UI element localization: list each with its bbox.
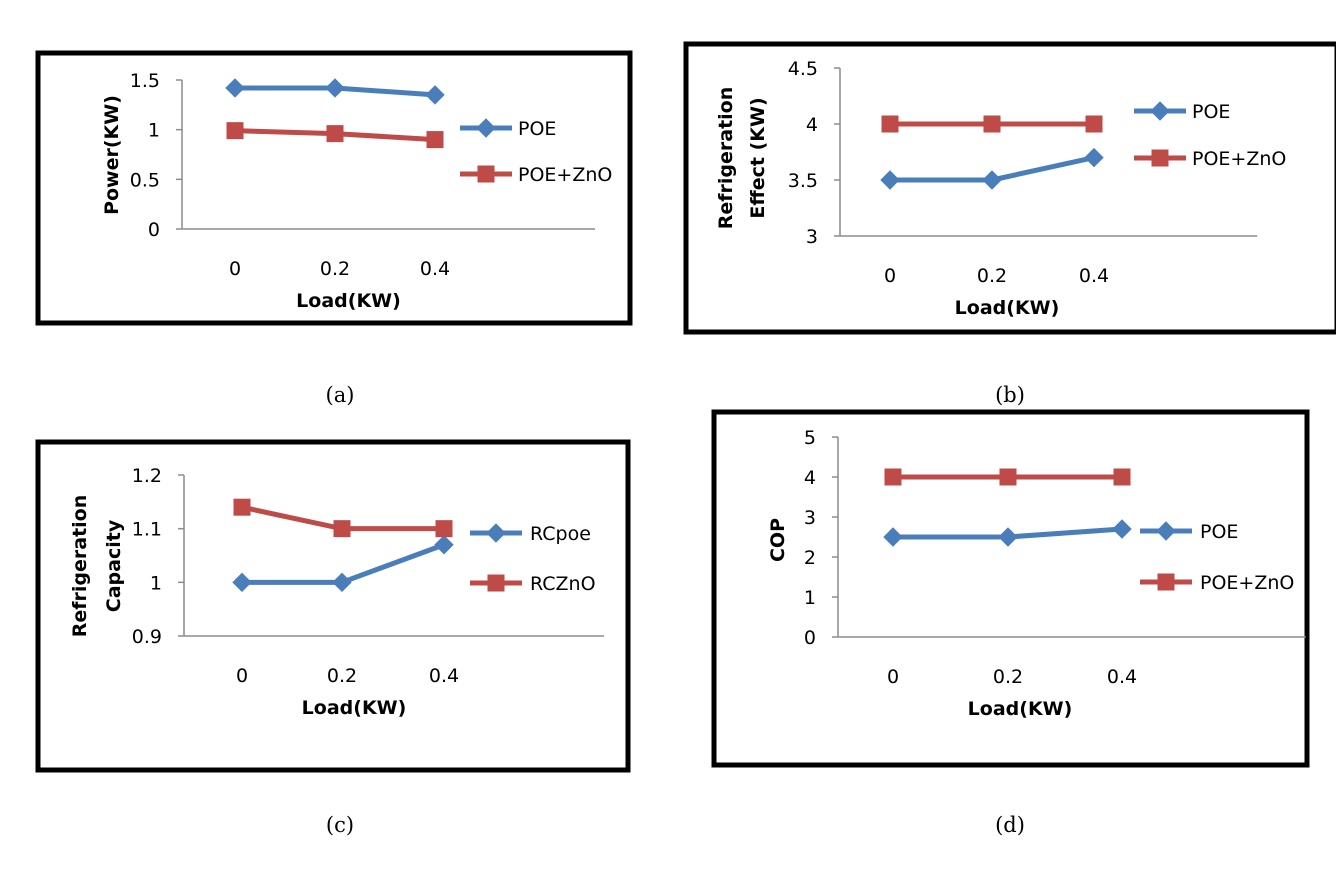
y-tick-label: 4.5 [788,58,818,80]
data-point [1112,519,1132,539]
panel-caption: (d) [995,813,1025,837]
y-tick-label: 0.5 [130,169,160,191]
legend-label: POE+ZnO [1200,572,1294,594]
legend-marker [486,523,506,543]
data-point [225,78,245,98]
data-point [884,468,902,486]
x-axis-title: Load(KW) [296,290,401,312]
data-point [326,125,344,143]
x-axis-title: Load(KW) [955,297,1060,319]
y-tick-label: 2 [804,547,816,569]
legend-marker [1150,101,1170,121]
legend-label: RCZnO [530,573,596,595]
x-tick-label: 0.2 [320,258,350,280]
x-tick-label: 0.2 [977,265,1007,287]
x-tick-label: 0.4 [429,665,459,687]
y-axis-title-line: Capacity [103,519,125,612]
data-point [425,85,445,105]
data-point [1084,147,1104,168]
x-tick-label: 0.2 [327,665,357,687]
legend-label: POE [1192,101,1230,123]
y-tick-label: 3 [804,507,816,529]
y-tick-label: 1.5 [130,70,160,92]
y-tick-label: 1.2 [132,465,162,487]
y-tick-label: 4 [806,114,818,136]
panel-border [35,439,631,773]
x-tick-label: 0 [236,665,248,687]
data-point [983,115,1001,133]
x-axis-title: Load(KW) [302,697,407,719]
data-point [1085,115,1103,133]
y-axis-title-line: Refrigeration [69,495,91,638]
y-tick-label: 1.1 [132,519,162,541]
panel-border [683,41,1336,335]
x-axis-title: Load(KW) [968,698,1073,720]
data-point [325,78,345,98]
x-tick-label: 0 [887,666,899,688]
legend-marker [477,165,495,183]
data-point [982,170,1002,190]
y-axis-title: Power(KW) [101,95,123,215]
chart-panel-b: 3 3.5 4 4.5 0 0.2 0.4 Load(KW) Refrigeration Effe… [683,41,1336,335]
legend-marker [1156,521,1176,541]
y-tick-label: 1 [148,120,160,142]
y-tick-label: 4 [804,467,816,489]
y-tick-label: 0 [804,627,816,649]
legend-marker [487,574,505,592]
data-point [880,170,900,190]
y-tick-label: 3.5 [788,170,818,192]
data-point [998,527,1018,547]
panel-caption: (a) [326,383,355,407]
legend-marker [476,118,496,138]
y-tick-label: 5 [804,427,816,449]
data-point [883,527,903,547]
data-point [1113,468,1131,486]
x-tick-label: 0 [884,265,896,287]
y-tick-label: 0.9 [132,626,162,648]
panel-caption: (b) [995,383,1025,407]
data-point [226,122,244,140]
legend-label: POE+ZnO [518,164,612,186]
data-point [881,115,899,133]
x-tick-label: 0 [229,258,241,280]
data-point [232,572,252,593]
x-tick-label: 0.2 [993,666,1023,688]
panel-caption: (c) [326,813,354,837]
legend-marker [1157,573,1175,591]
y-axis-title-line: Effect (KW) [747,97,769,218]
x-tick-label: 0.4 [1079,265,1109,287]
data-point [233,498,251,516]
x-tick-label: 0.4 [420,258,450,280]
data-point [434,535,454,555]
panel-border [711,409,1310,768]
chart-panel-c: 0.9 1 1.1 1.2 0 0.2 0.4 Load(KW) Refrigeration Ca… [35,439,631,773]
y-tick-label: 1 [150,572,162,594]
y-tick-label: 3 [806,226,818,248]
data-point [999,468,1017,486]
data-point [426,131,444,149]
data-point [332,572,352,593]
data-point [435,520,453,538]
chart-panel-d: 0 1 2 3 4 5 0 0.2 0.4 Load(KW) COP POE POE+ZnO [711,409,1310,768]
y-tick-label: 0 [148,219,160,241]
legend-label: POE+ZnO [1192,148,1286,170]
y-axis-title: COP [767,518,789,562]
x-tick-label: 0.4 [1107,666,1137,688]
legend-label: POE [518,118,556,140]
y-axis-title-line: Refrigeration [715,87,737,230]
y-tick-label: 1 [804,587,816,609]
data-point [333,520,351,538]
panel-border [35,50,633,326]
legend-label: POE [1200,521,1238,543]
legend-label: RCpoe [530,523,591,545]
legend-marker [1151,149,1169,167]
chart-panel-a: 0 0.5 1 1.5 0 0.2 0.4 Load(KW) Power(KW) POE POE+Z… [35,50,633,326]
